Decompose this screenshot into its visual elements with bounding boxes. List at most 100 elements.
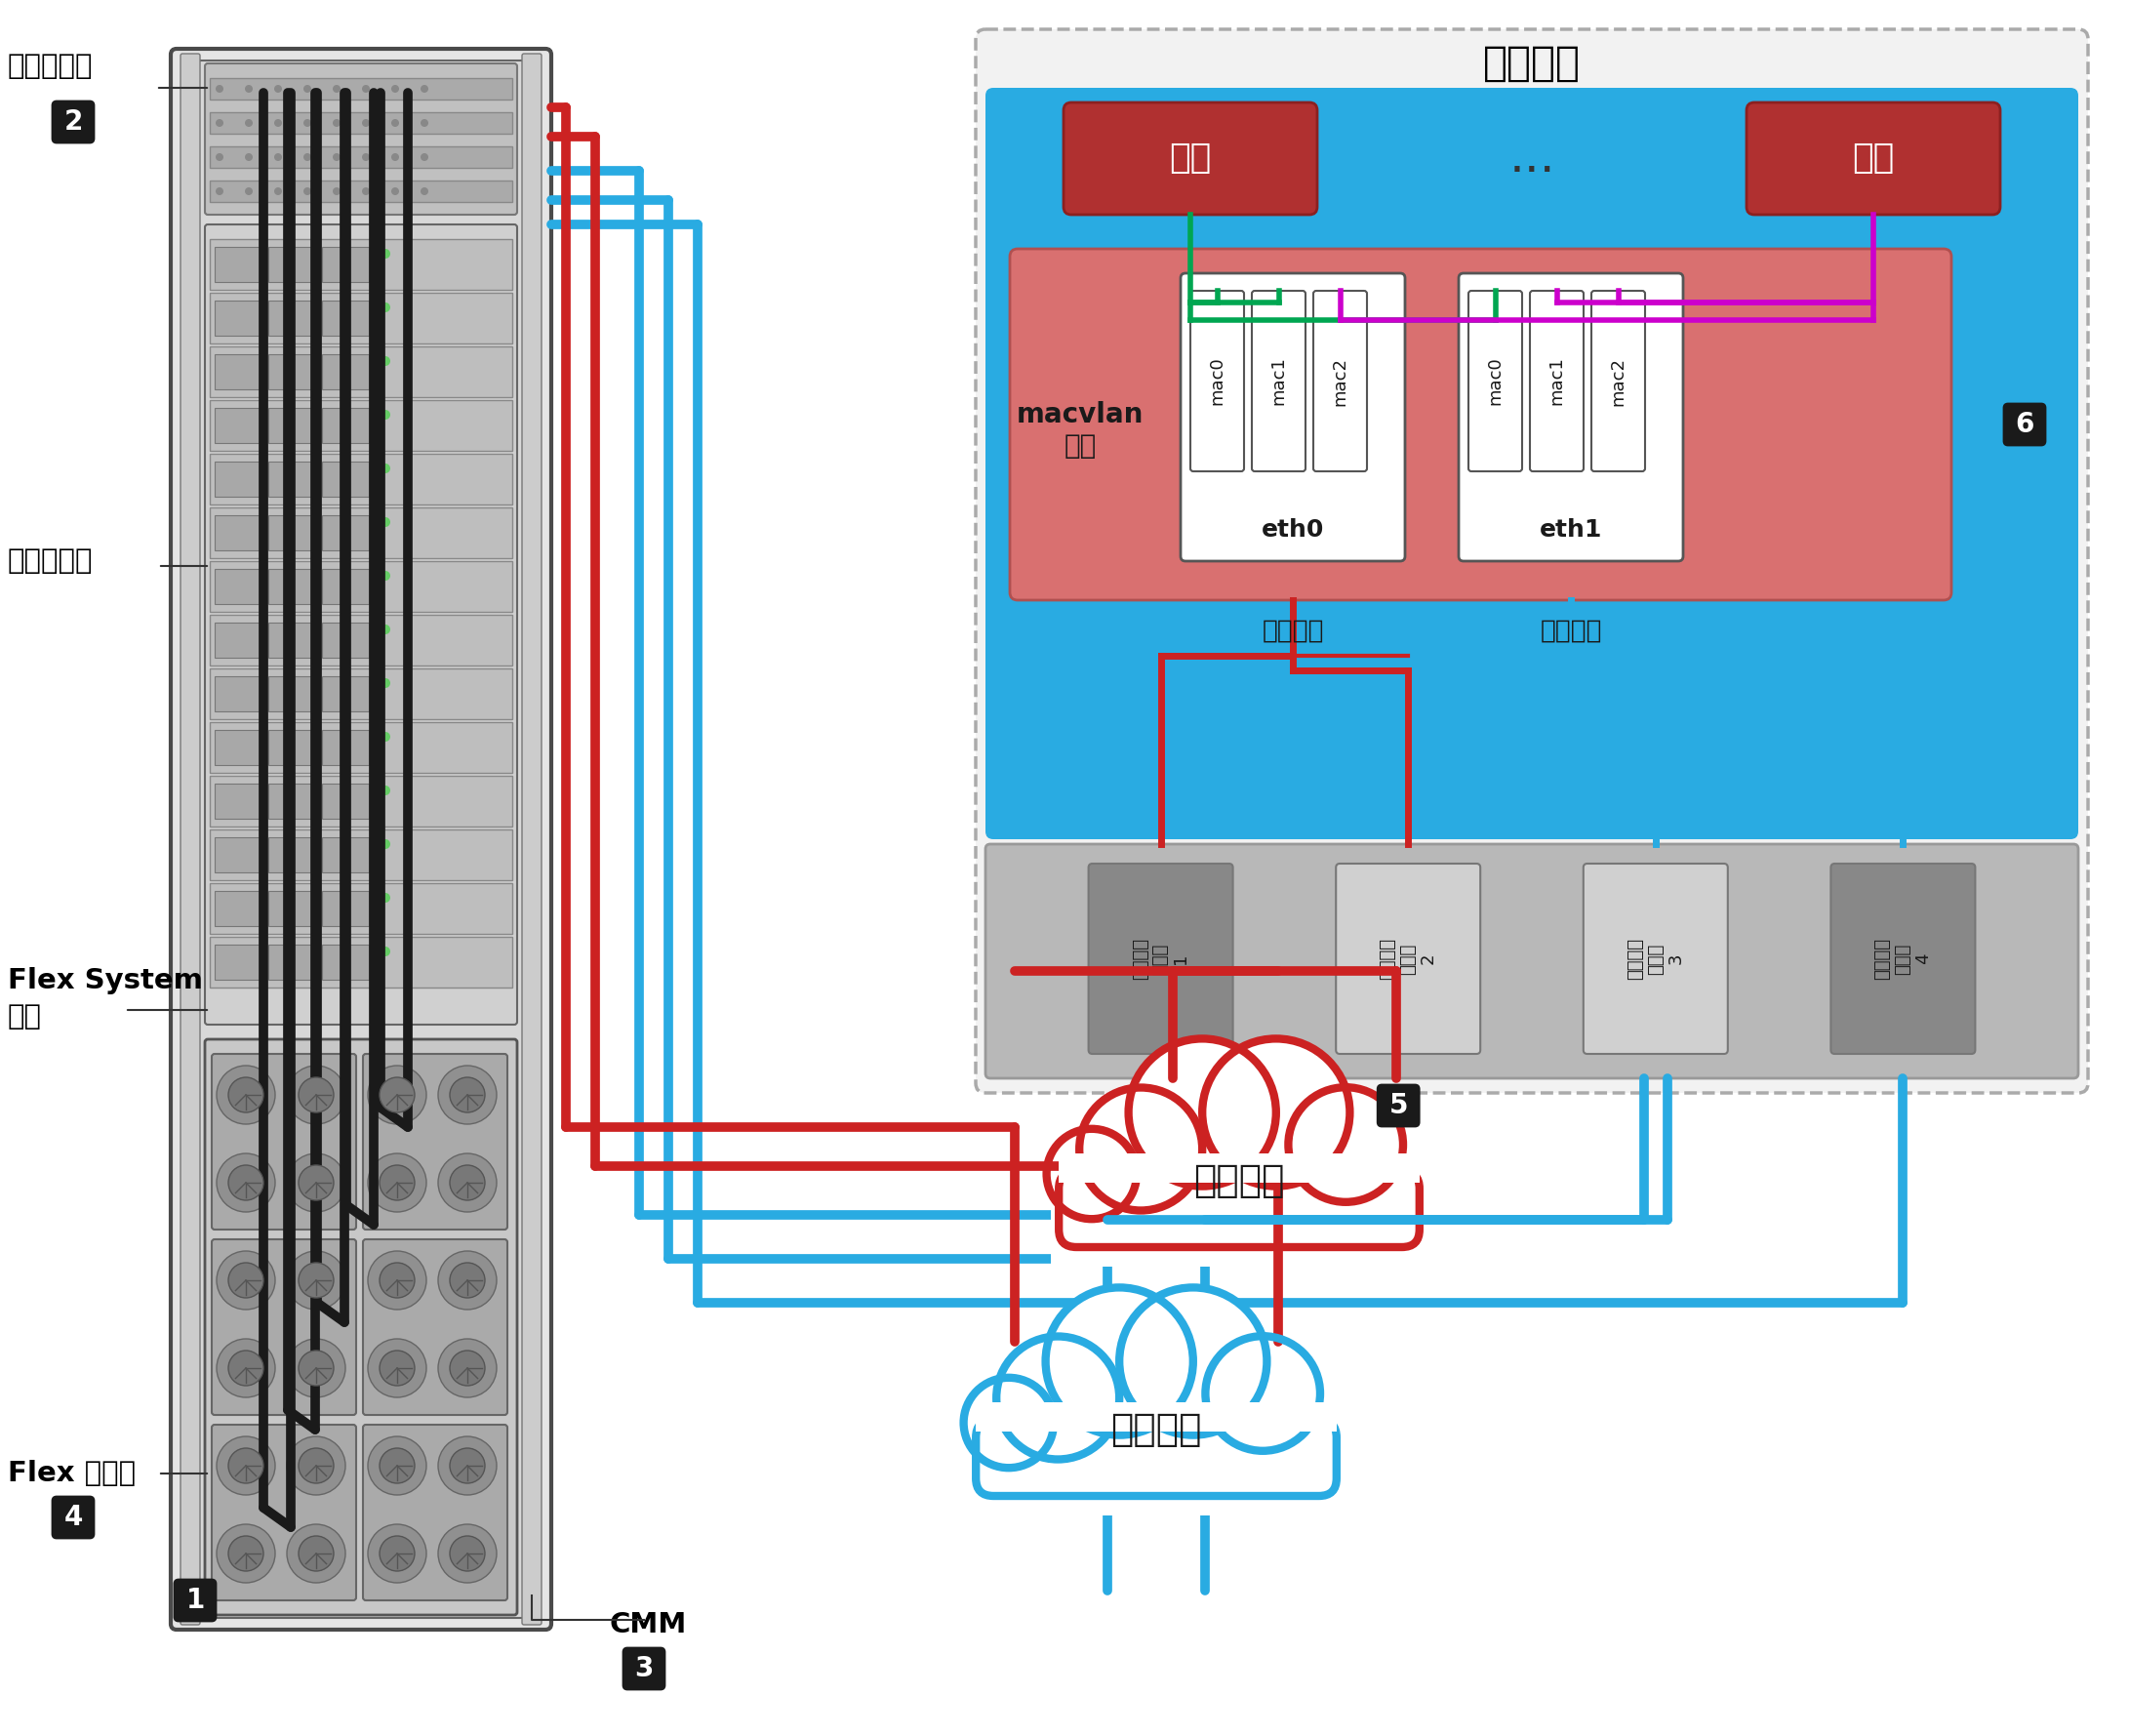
FancyBboxPatch shape	[175, 1580, 215, 1621]
Bar	[211, 146, 513, 168]
Bar	[215, 623, 262, 658]
Circle shape	[245, 153, 253, 161]
Text: 本地连接
交换机
4: 本地连接 交换机 4	[1874, 937, 1933, 979]
FancyBboxPatch shape	[362, 1240, 507, 1415]
Circle shape	[381, 410, 390, 420]
FancyBboxPatch shape	[1088, 863, 1233, 1054]
Bar	[211, 561, 513, 611]
Text: mac0: mac0	[1209, 358, 1226, 404]
FancyBboxPatch shape	[1314, 292, 1367, 472]
Text: 1: 1	[185, 1587, 204, 1614]
Bar	[268, 837, 315, 873]
FancyBboxPatch shape	[53, 1496, 94, 1538]
Text: 4: 4	[64, 1503, 83, 1531]
Bar	[215, 569, 262, 604]
Text: mac2: mac2	[1331, 356, 1350, 406]
Circle shape	[439, 1338, 496, 1397]
Circle shape	[439, 1252, 496, 1309]
Text: mac0: mac0	[1486, 358, 1503, 404]
Text: 容器: 容器	[1852, 142, 1895, 175]
Bar	[211, 722, 513, 773]
Text: 本地连接
交换机
3: 本地连接 交换机 3	[1627, 937, 1684, 979]
FancyBboxPatch shape	[1009, 248, 1952, 601]
FancyBboxPatch shape	[1746, 102, 2001, 215]
Bar	[211, 507, 513, 559]
Bar	[215, 408, 262, 443]
Bar	[321, 462, 368, 496]
Bar	[268, 300, 315, 335]
Circle shape	[439, 1153, 496, 1212]
Circle shape	[422, 153, 428, 161]
Bar	[215, 891, 262, 925]
Circle shape	[1288, 1087, 1403, 1201]
Circle shape	[332, 187, 341, 194]
Bar	[268, 623, 315, 658]
Bar	[1050, 1149, 1429, 1266]
FancyBboxPatch shape	[1064, 102, 1318, 215]
Circle shape	[381, 248, 390, 259]
Circle shape	[392, 120, 398, 127]
Circle shape	[332, 153, 341, 161]
Circle shape	[379, 1536, 415, 1571]
Bar	[211, 181, 513, 201]
Text: 本地连接
交换机
1: 本地连接 交换机 1	[1133, 937, 1190, 979]
Bar	[211, 830, 513, 880]
Bar	[268, 944, 315, 979]
Circle shape	[381, 571, 390, 580]
Circle shape	[217, 1066, 275, 1125]
Circle shape	[304, 85, 311, 92]
Circle shape	[217, 1153, 275, 1212]
Bar	[215, 516, 262, 550]
Bar	[211, 937, 513, 988]
Circle shape	[275, 120, 281, 127]
Circle shape	[1128, 1038, 1275, 1186]
Text: mac2: mac2	[1610, 356, 1627, 406]
Bar	[211, 884, 513, 934]
Circle shape	[215, 85, 224, 92]
Circle shape	[217, 1436, 275, 1495]
Circle shape	[332, 85, 341, 92]
FancyBboxPatch shape	[204, 1040, 517, 1614]
Circle shape	[381, 517, 390, 528]
Circle shape	[275, 85, 281, 92]
Circle shape	[228, 1165, 264, 1200]
FancyBboxPatch shape	[183, 61, 539, 1618]
Circle shape	[228, 1078, 264, 1113]
FancyBboxPatch shape	[1182, 273, 1405, 561]
Circle shape	[217, 1338, 275, 1397]
FancyBboxPatch shape	[2003, 404, 2046, 444]
Bar	[975, 1403, 1337, 1432]
Circle shape	[996, 1337, 1120, 1460]
FancyBboxPatch shape	[53, 101, 94, 142]
Text: 管理网络: 管理网络	[1194, 1161, 1284, 1200]
Circle shape	[304, 153, 311, 161]
Circle shape	[362, 85, 370, 92]
Circle shape	[449, 1262, 485, 1299]
Circle shape	[381, 838, 390, 849]
Text: 2: 2	[64, 108, 83, 135]
FancyBboxPatch shape	[624, 1647, 664, 1689]
Bar	[321, 408, 368, 443]
Circle shape	[381, 302, 390, 312]
Circle shape	[379, 1448, 415, 1483]
Bar	[211, 776, 513, 826]
Text: 架顶交换机: 架顶交换机	[9, 52, 94, 80]
Circle shape	[368, 1153, 426, 1212]
Circle shape	[1079, 1087, 1203, 1210]
Circle shape	[287, 1524, 345, 1583]
Circle shape	[422, 120, 428, 127]
Bar	[215, 354, 262, 389]
Bar	[321, 354, 368, 389]
Text: mac1: mac1	[1548, 356, 1565, 406]
Bar	[321, 729, 368, 766]
Bar	[211, 240, 513, 290]
Circle shape	[449, 1165, 485, 1200]
Text: 主机系统: 主机系统	[1484, 43, 1580, 83]
Bar	[215, 837, 262, 873]
Circle shape	[449, 1078, 485, 1113]
FancyBboxPatch shape	[986, 844, 2078, 1078]
Circle shape	[287, 1338, 345, 1397]
FancyBboxPatch shape	[986, 89, 2078, 838]
Circle shape	[1045, 1288, 1192, 1436]
FancyBboxPatch shape	[204, 224, 517, 1024]
